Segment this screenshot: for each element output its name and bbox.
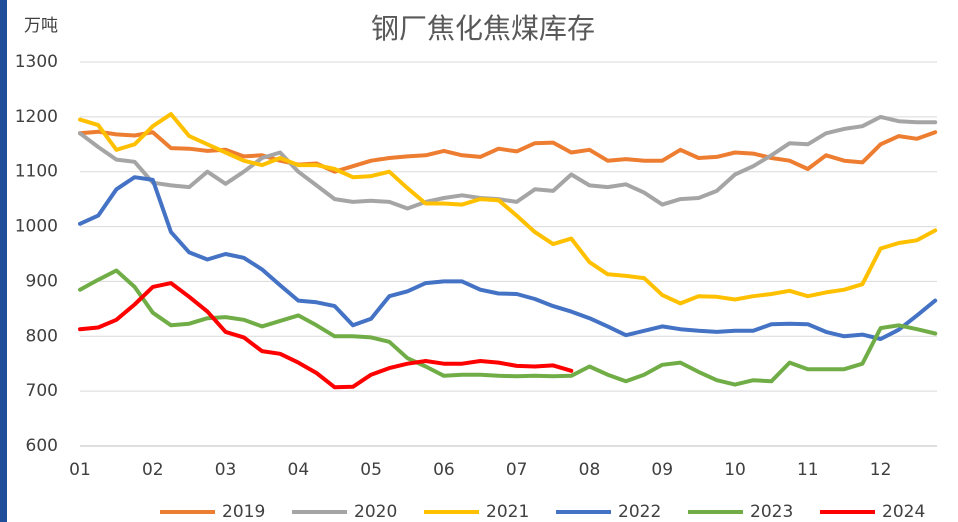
x-tick-label: 04 xyxy=(288,460,310,480)
y-tick-label: 600 xyxy=(26,436,58,456)
legend-label: 2019 xyxy=(222,502,265,522)
x-tick-label: 10 xyxy=(724,460,746,480)
y-tick-label: 1300 xyxy=(15,52,58,72)
legend-label: 2024 xyxy=(882,502,925,522)
series-line xyxy=(78,281,574,390)
series-line xyxy=(78,114,938,211)
x-tick-label: 06 xyxy=(433,460,455,480)
legend-label: 2022 xyxy=(618,502,661,522)
y-axis-unit: 万吨 xyxy=(24,16,58,36)
x-tick-label: 03 xyxy=(215,460,237,480)
y-tick-label: 1200 xyxy=(15,107,58,127)
series-line xyxy=(78,175,938,341)
chart-title: 钢厂焦化焦煤库存 xyxy=(371,12,595,45)
y-tick-label: 1100 xyxy=(15,162,58,182)
x-tick-label: 05 xyxy=(360,460,382,480)
x-tick-label: 02 xyxy=(142,460,164,480)
x-tick-label: 07 xyxy=(506,460,528,480)
series-line xyxy=(78,112,938,306)
y-tick-label: 800 xyxy=(26,326,58,346)
series-line xyxy=(78,129,938,174)
legend-label: 2021 xyxy=(486,502,529,522)
x-tick-label: 12 xyxy=(870,460,892,480)
y-tick-label: 1000 xyxy=(15,217,58,237)
frame-edge xyxy=(0,0,7,522)
x-tick-label: 01 xyxy=(69,460,91,480)
legend-label: 2023 xyxy=(750,502,793,522)
x-tick-label: 09 xyxy=(651,460,673,480)
x-tick-label: 08 xyxy=(579,460,601,480)
series-line xyxy=(78,268,938,387)
y-tick-label: 700 xyxy=(26,381,58,401)
x-tick-label: 11 xyxy=(797,460,819,480)
y-tick-label: 900 xyxy=(26,271,58,291)
legend-label: 2020 xyxy=(354,502,397,522)
